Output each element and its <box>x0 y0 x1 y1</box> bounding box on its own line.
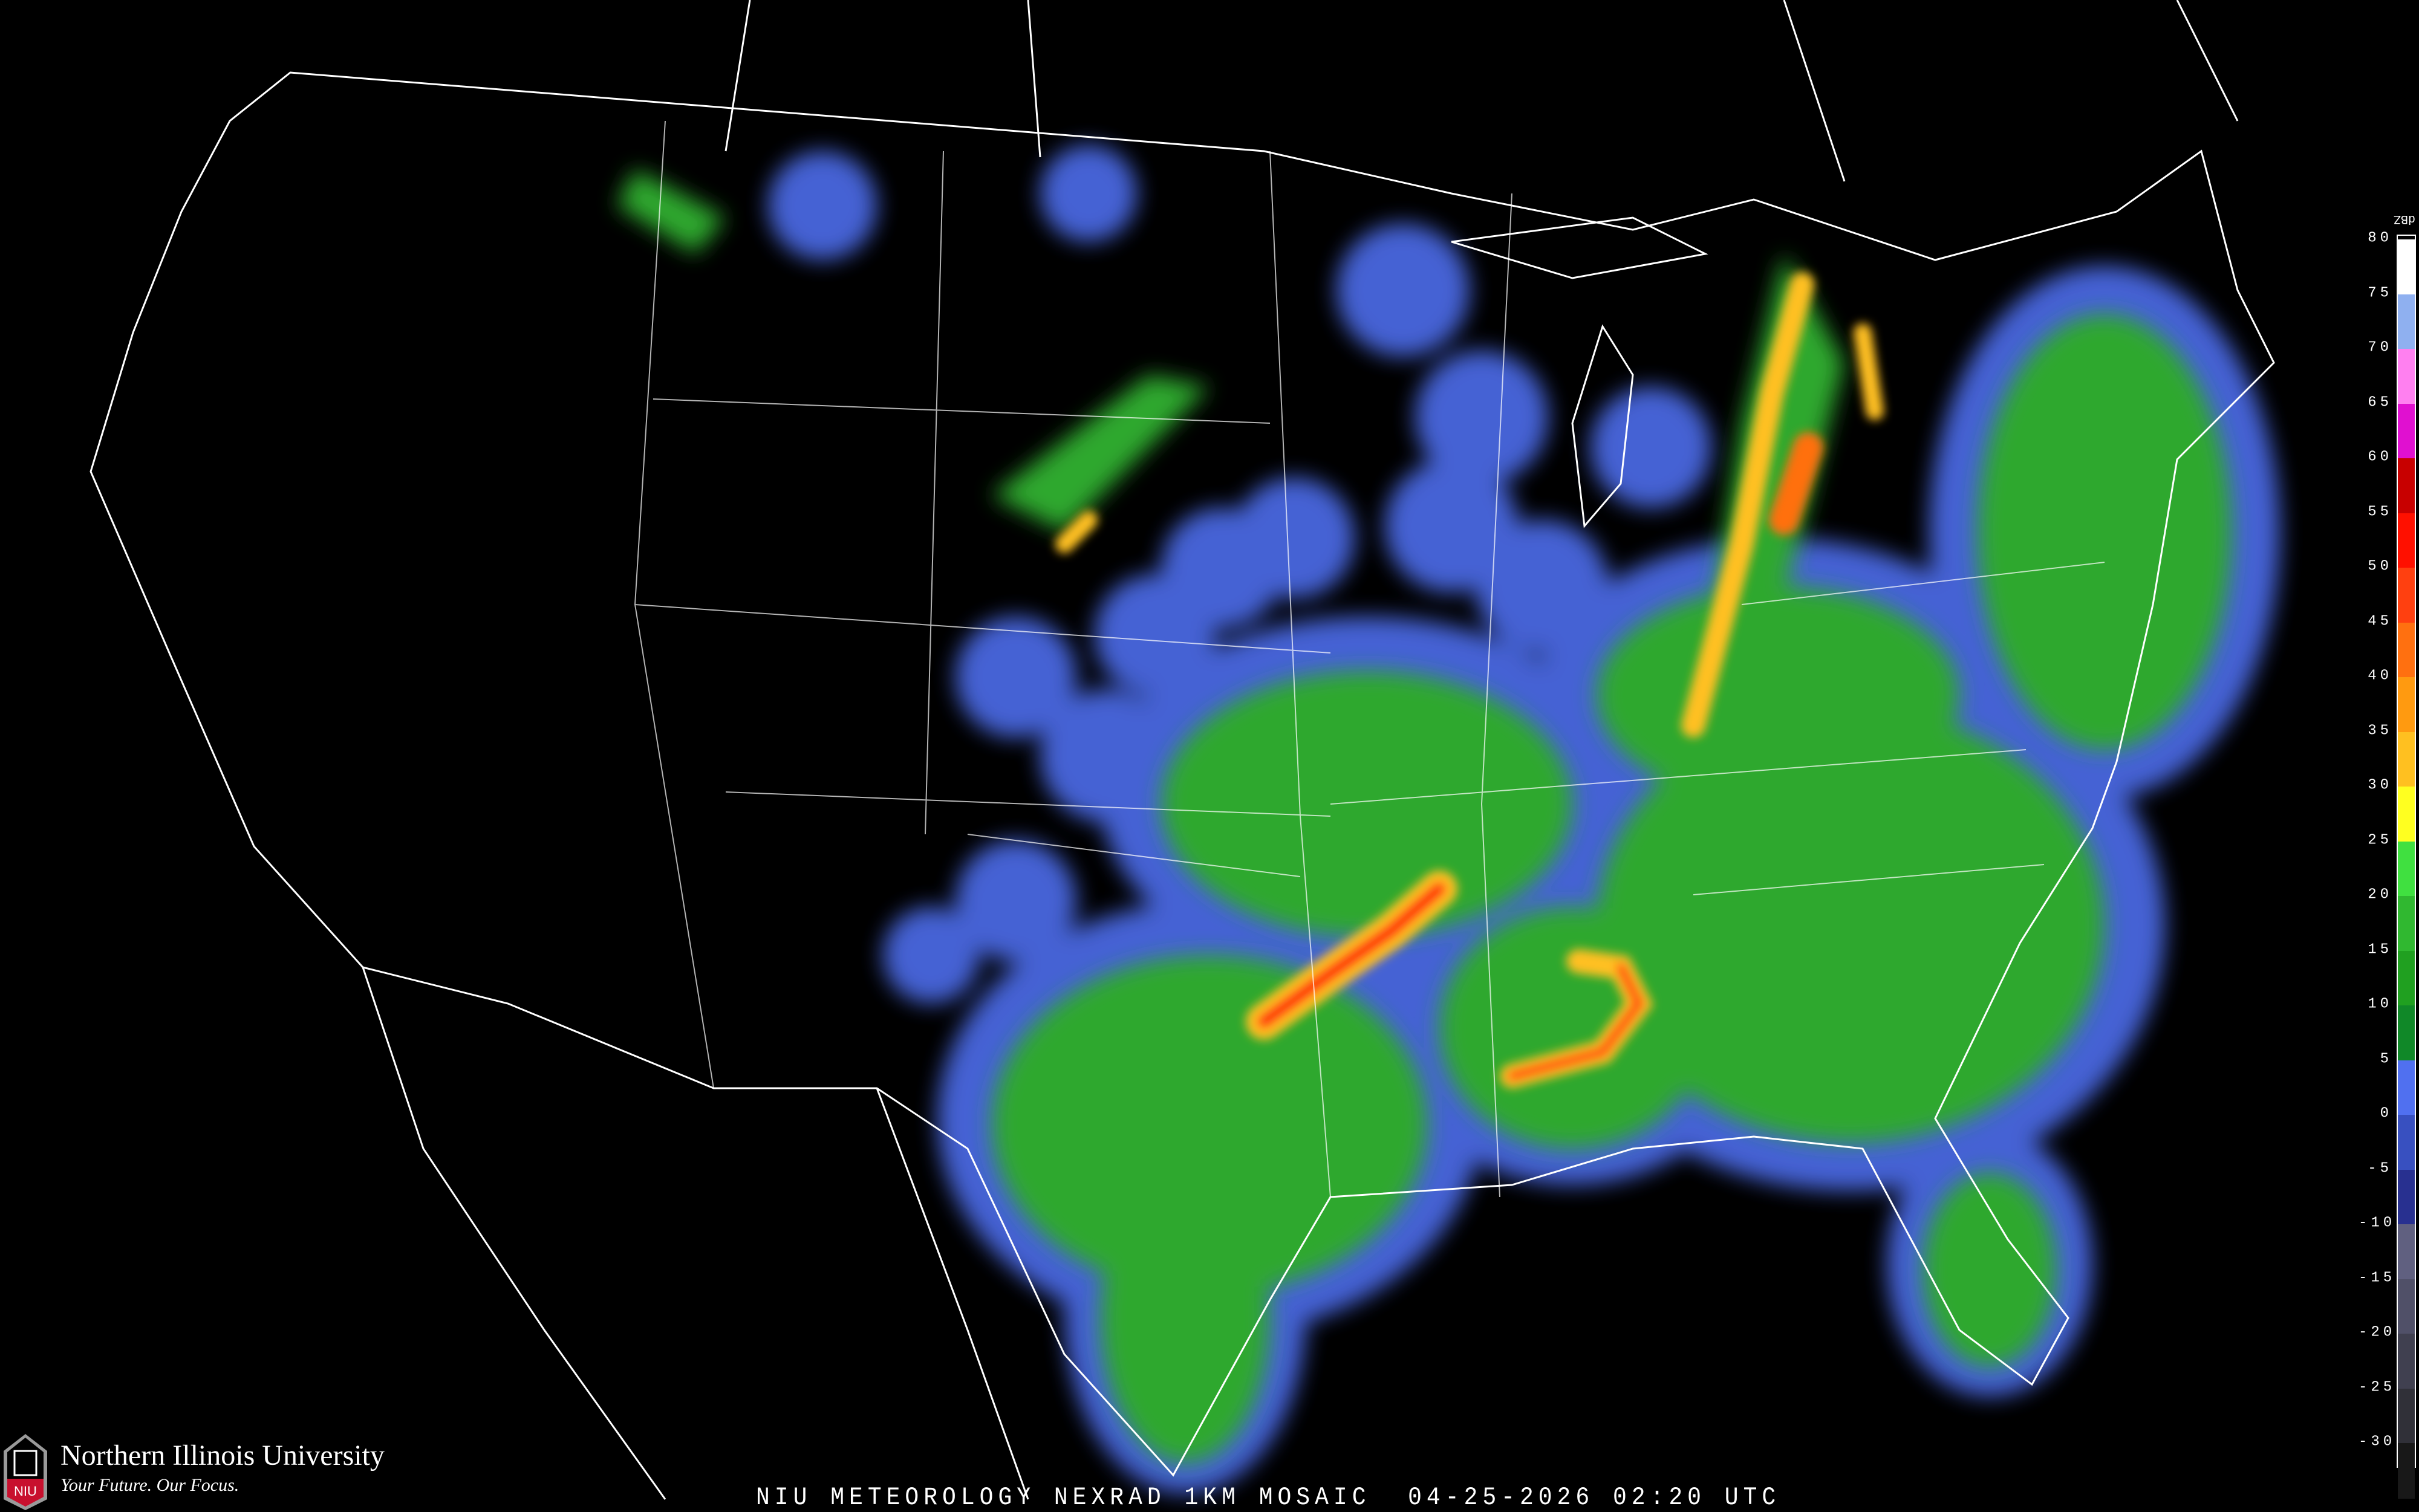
legend-label: 60 <box>2368 449 2392 466</box>
great-lakes <box>1451 216 1708 528</box>
legend-swatch <box>2398 239 2415 302</box>
legend-label: -20 <box>2359 1324 2396 1341</box>
university-name: Northern Illinois University <box>60 1439 385 1471</box>
legend-swatch <box>2398 622 2415 678</box>
legend-swatch <box>2398 1005 2415 1061</box>
legend-label: 65 <box>2368 394 2392 410</box>
legend-label: 75 <box>2368 285 2392 301</box>
legend-label: 45 <box>2368 613 2392 629</box>
legend-label: 30 <box>2368 777 2392 794</box>
legend-swatch <box>2398 458 2415 514</box>
legend-label: 10 <box>2368 996 2392 1013</box>
legend-label: -30 <box>2359 1433 2396 1450</box>
shield-text: NIU <box>14 1484 37 1499</box>
legend-unit: dBZ <box>2394 212 2416 226</box>
map-caption: NIU METEOROLOGY NEXRAD 1KM MOSAIC 04-25-… <box>756 1483 1781 1512</box>
legend-swatch <box>2398 787 2415 842</box>
legend-color-bar <box>2397 235 2416 1499</box>
legend-swatch <box>2398 1115 2415 1170</box>
legend-label: 0 <box>2380 1105 2392 1122</box>
legend-swatch <box>2398 732 2415 787</box>
canada-lines <box>724 0 2239 182</box>
mexico-coast <box>362 967 1029 1500</box>
boundaries-layer <box>90 0 2275 1500</box>
legend-label: 20 <box>2368 886 2392 903</box>
legend-swatch <box>2398 896 2415 952</box>
legend-label: 70 <box>2368 339 2392 356</box>
legend-swatch <box>2398 1334 2415 1389</box>
legend-label: 40 <box>2368 667 2392 684</box>
legend-swatch <box>2398 1060 2415 1115</box>
legend-swatch <box>2398 1169 2415 1225</box>
university-tagline: Your Future. Our Focus. <box>60 1475 239 1495</box>
legend-label: 55 <box>2368 504 2392 520</box>
legend-label: 80 <box>2368 230 2392 247</box>
legend-swatch <box>2398 403 2415 459</box>
legend-swatch <box>2398 294 2415 349</box>
legend-swatch <box>2398 841 2415 897</box>
legend-swatch <box>2398 1279 2415 1334</box>
legend-label: 25 <box>2368 832 2392 848</box>
legend-label: -5 <box>2368 1160 2392 1176</box>
legend-swatch <box>2398 513 2415 568</box>
legend-label: -25 <box>2359 1379 2396 1395</box>
legend-label: -15 <box>2359 1270 2396 1286</box>
state-lines <box>634 120 2105 1198</box>
legend-swatch <box>2398 950 2415 1006</box>
legend-label: 35 <box>2368 722 2392 739</box>
heavy-echo-layer <box>1055 272 1884 1088</box>
reflectivity-legend: dBZ 80 75 70 65 60 55 50 45 40 35 30 25 20 15 10 5 0 -5 -1… <box>2359 206 2419 1499</box>
niu-logo: NIU Northern Illinois University Your Fu… <box>0 1433 460 1511</box>
niu-shield-icon: NIU <box>4 1434 47 1510</box>
legend-swatch <box>2398 349 2415 404</box>
us-outline <box>90 71 2275 1477</box>
legend-label: 50 <box>2368 558 2392 575</box>
legend-swatch <box>2398 677 2415 733</box>
legend-swatch <box>2398 1443 2415 1499</box>
legend-swatch <box>2398 568 2415 623</box>
legend-label: 5 <box>2380 1051 2392 1067</box>
legend-swatch <box>2398 1224 2415 1280</box>
legend-label: -10 <box>2359 1215 2396 1231</box>
legend-swatch <box>2398 1388 2415 1444</box>
legend-label: 15 <box>2368 941 2392 958</box>
moderate-echo-layer <box>617 169 2232 1463</box>
